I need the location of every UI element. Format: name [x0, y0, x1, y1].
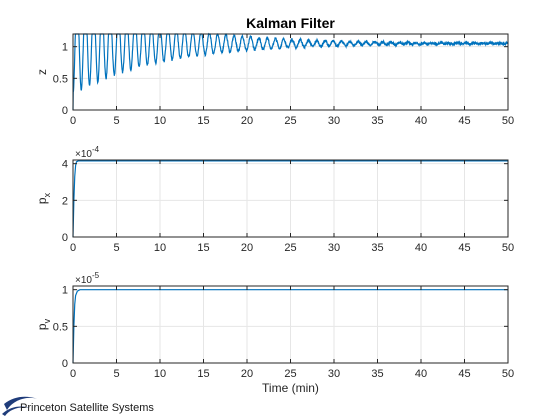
x-tick-label: 10: [154, 242, 166, 254]
x-tick-label: 30: [328, 242, 340, 254]
y-axis-label: z: [35, 69, 49, 75]
y-axis-label: px: [35, 192, 52, 204]
x-tick-label: 50: [502, 368, 514, 380]
y-tick-label: 0: [62, 105, 68, 117]
x-tick-label: 40: [415, 115, 427, 127]
y-tick-label: 0: [62, 232, 68, 244]
x-tick-label: 35: [371, 115, 383, 127]
x-tick-label: 50: [502, 242, 514, 254]
x-tick-label: 15: [197, 368, 209, 380]
y-axis-label-subscript: v: [42, 318, 52, 323]
x-tick-label: 0: [70, 242, 76, 254]
exponent-base: ×10: [75, 275, 92, 286]
x-tick-label: 15: [197, 115, 209, 127]
x-tick-label: 45: [458, 115, 470, 127]
subplot-3: 0 5 10 15 20 25 30 35 40 45 50 0 0.5 1 ×10-5 pv Time (mi…: [35, 271, 514, 395]
x-tick-label: 5: [113, 368, 119, 380]
x-tick-label: 30: [328, 368, 340, 380]
y-axis-label-main: p: [35, 197, 49, 204]
y-tick-label: 0.5: [53, 73, 68, 85]
x-tick-label: 25: [284, 115, 296, 127]
x-tick-label: 20: [241, 242, 253, 254]
series-line: [72, 32, 509, 111]
x-tick-label: 25: [284, 242, 296, 254]
swoosh-logo-icon: [4, 396, 38, 410]
exponent-power: -4: [92, 145, 100, 154]
x-tick-label: 5: [113, 115, 119, 127]
swoosh-logo-accent-icon: [2, 406, 30, 416]
exponent-base: ×10: [75, 149, 92, 160]
y-tick-label: 4: [62, 159, 68, 171]
x-tick-label: 50: [502, 115, 514, 127]
subplot-1: 0 5 10 15 20 25 30 35 40 45 50 0 0.5 1 z Kalman Filter: [35, 15, 514, 127]
logo-text: Princeton Satellite Systems: [20, 402, 154, 414]
y-tick-label: 0.5: [53, 321, 68, 333]
y-tick-label: 0: [62, 358, 68, 370]
y-tick-label: 2: [62, 195, 68, 207]
x-tick-label: 0: [70, 368, 76, 380]
x-tick-label: 45: [458, 242, 470, 254]
x-tick-label: 45: [458, 368, 470, 380]
x-tick-label: 30: [328, 115, 340, 127]
exponent-power: -5: [92, 271, 100, 280]
x-tick-label: 40: [415, 368, 427, 380]
x-tick-label: 35: [371, 242, 383, 254]
exponent-label: ×10-5: [75, 271, 100, 286]
logo: Princeton Satellite Systems: [2, 396, 154, 416]
x-tick-label: 35: [371, 368, 383, 380]
series-line: [72, 289, 508, 364]
exponent-label: ×10-4: [75, 145, 100, 160]
x-tick-label: 15: [197, 242, 209, 254]
y-axis-label: pv: [35, 318, 52, 330]
x-tick-label: 25: [284, 368, 296, 380]
subplot-2: 0 5 10 15 20 25 30 35 40 45 50 0 2 4 ×10-4 px: [35, 145, 514, 254]
x-tick-label: 20: [241, 368, 253, 380]
y-axis-label-main: p: [35, 323, 49, 330]
x-tick-label: 10: [154, 368, 166, 380]
x-tick-label: 5: [113, 242, 119, 254]
x-tick-label: 10: [154, 115, 166, 127]
chart-title: Kalman Filter: [246, 15, 335, 31]
x-tick-label: 20: [241, 115, 253, 127]
y-tick-label: 1: [62, 42, 68, 54]
y-axis-label-subscript: x: [42, 192, 52, 197]
y-tick-label: 1: [62, 285, 68, 297]
x-tick-label: 0: [70, 115, 76, 127]
x-axis-label: Time (min): [262, 381, 319, 395]
x-tick-label: 40: [415, 242, 427, 254]
